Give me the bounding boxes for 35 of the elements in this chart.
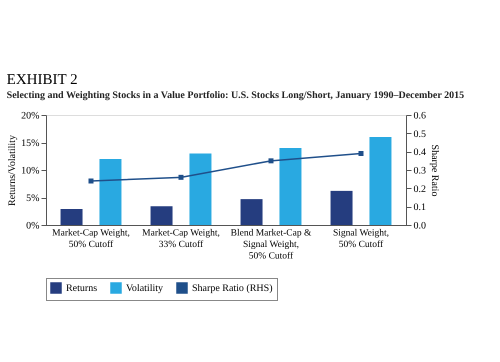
y-tick-label: 10% — [21, 166, 40, 176]
y2-tick-label: 0.3 — [414, 166, 426, 176]
y2-axis-title: Sharpe Ratio — [429, 144, 440, 196]
y2-tick-label: 0.4 — [414, 147, 426, 158]
bar — [240, 199, 263, 225]
bar — [330, 190, 353, 225]
point — [268, 158, 274, 164]
bar — [369, 137, 392, 225]
x-tick-label: Blend Market-Cap & Signal Weight, 50% Cutoff — [230, 228, 312, 262]
y-tick-label: 20% — [21, 110, 40, 122]
point — [358, 151, 364, 156]
legend-label: Returns — [66, 283, 98, 294]
y2-tick-label: 0.2 — [414, 184, 426, 195]
y2-tick-label: 0.5 — [414, 128, 426, 140]
bar — [279, 148, 302, 225]
y2-tick-label: 0.1 — [414, 202, 426, 214]
x-tick-label: Market-Cap Weight, 50% Cutoff — [52, 228, 130, 250]
point — [178, 174, 184, 180]
y2-tick-label: 0.6 — [414, 110, 426, 122]
y-tick-label: 0% — [26, 220, 40, 232]
bar — [150, 206, 173, 225]
legend-label: Volatility — [126, 283, 164, 294]
x-tick-label: Signal Weight, 50% Cutoff — [332, 228, 390, 250]
bar — [60, 209, 83, 225]
y2-tick-label: 0.0 — [414, 220, 426, 232]
point — [88, 178, 94, 184]
legend-label: Sharpe Ratio (RHS) — [192, 283, 273, 294]
x-tick-label: Market-Cap Weight, 33% Cutoff — [142, 228, 220, 250]
y-tick-label: 15% — [21, 138, 40, 149]
chart-title: EXHIBIT 2 — [6, 72, 78, 88]
bar — [189, 154, 212, 225]
y-axis-title: Returns/Volatility — [7, 135, 18, 206]
y-tick-label: 5% — [26, 193, 40, 204]
chart-subtitle: Selecting and Weighting Stocks in a Value Portfolio: U.S. Stocks Long/Short, January 1990–December 2015 — [6, 90, 464, 101]
bar — [99, 159, 122, 225]
